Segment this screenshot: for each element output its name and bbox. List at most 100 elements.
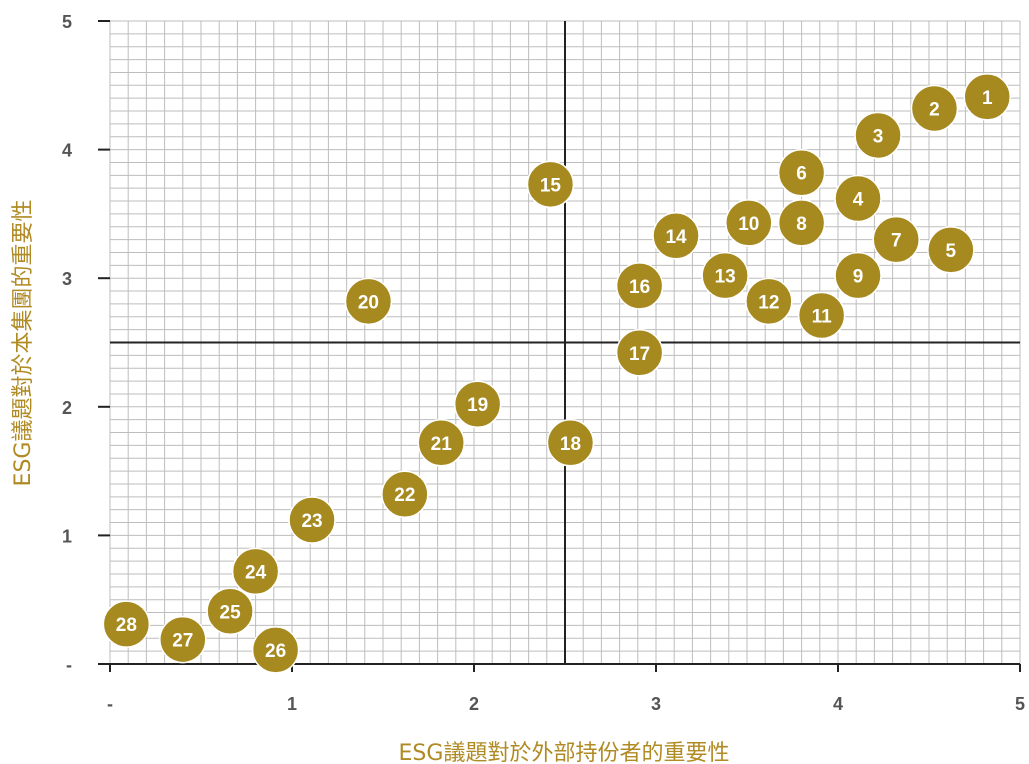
x-tick-label: 3 [651,694,661,714]
axes [98,20,1021,672]
data-point-bubble [288,496,336,544]
data-point-label: 4 [853,189,864,210]
data-point-label: 19 [467,395,488,416]
data-point: 13 [701,251,749,300]
data-point-bubble [854,111,902,160]
data-point-label: 28 [116,615,137,636]
data-point-bubble [546,419,595,467]
x-tick-label: 4 [833,694,843,714]
data-point-label: 10 [738,214,759,235]
x-tick-label: 2 [469,694,479,714]
data-point-bubble [797,291,846,340]
data-point: 5 [927,226,975,274]
x-axis-title: ESG議題對於外部持份者的重要性 [399,741,730,764]
data-point-bubble [381,470,429,518]
data-point-label: 15 [540,175,562,196]
data-point-label: 13 [715,267,736,288]
data-point-bubble [615,329,664,377]
data-point: 12 [745,277,793,326]
data-point-bubble [417,419,465,467]
data-point-label: 14 [665,227,687,248]
data-point-bubble [725,199,773,247]
x-tick-label: 1 [287,694,297,714]
data-point-bubble [777,199,826,247]
data-point-label: 2 [929,99,940,120]
data-point: 27 [159,615,207,664]
y-axis-title: ESG議題對於本集團的重要性 [11,200,36,487]
data-point: 23 [288,496,336,544]
data-point-bubble [872,215,920,264]
data-point: 3 [854,111,902,160]
data-point: 21 [417,419,465,467]
data-point-bubble [834,251,882,300]
y-tick-label: 5 [62,12,72,32]
data-point-bubble [615,262,664,310]
data-point-bubble [159,615,207,664]
data-point-bubble [777,148,826,197]
y-tick-label: 4 [62,141,72,161]
data-point-bubble [344,277,393,326]
reference-lines [110,21,1020,664]
data-point-label: 1 [982,88,993,109]
y-tick-label: 2 [62,398,72,418]
data-point-bubble [927,226,975,274]
data-point-label: 7 [891,231,902,252]
data-point-label: 24 [245,562,267,583]
data-point-label: 11 [812,306,833,327]
data-point-bubble [834,174,882,223]
data-point: 2 [910,84,959,133]
data-point: 8 [777,199,826,247]
data-point: 14 [652,212,700,260]
x-tick-labels: - 1 2 3 4 5 [107,694,1025,714]
data-point-bubble [652,212,700,260]
data-point-bubble [453,380,502,428]
data-point-label: 21 [431,434,453,455]
data-point: 17 [615,329,664,377]
data-point-label: 22 [394,485,415,506]
data-point-label: 17 [629,344,650,365]
data-point: 6 [777,148,826,197]
y-tick-label: - [66,655,72,675]
data-point: 20 [344,277,393,326]
data-point-label: 26 [265,641,286,662]
data-point: 18 [546,419,595,467]
data-point-label: 3 [873,126,884,147]
data-point-bubble [206,587,254,636]
data-point-bubble [102,600,151,648]
data-point-label: 27 [172,631,193,652]
data-point: 26 [251,626,300,674]
data-point-label: 25 [220,602,242,623]
data-point-bubble [963,73,1011,121]
data-point-label: 16 [629,277,650,298]
x-tick-label: 5 [1015,694,1025,714]
x-tick-label: - [107,694,113,714]
data-point: 7 [872,215,920,264]
data-point: 16 [615,262,664,310]
data-point-bubble [231,547,280,596]
data-point: 28 [102,600,151,648]
data-point-bubble [526,160,575,209]
data-point-label: 8 [796,214,807,235]
data-point-label: 5 [946,241,957,262]
data-point-label: 12 [758,292,779,313]
data-points: 1234567891011121314151617181920212223242… [102,73,1011,674]
data-point: 9 [834,251,882,300]
data-point-bubble [745,277,793,326]
data-point: 1 [963,73,1011,121]
data-point-label: 6 [796,164,807,185]
data-point-bubble [251,626,300,674]
data-point-label: 23 [301,511,322,532]
data-point: 24 [231,547,280,596]
data-point-label: 9 [853,267,864,288]
data-point-label: 20 [358,292,379,313]
data-point: 15 [526,160,575,209]
data-point: 25 [206,587,254,636]
y-tick-labels: - 1 2 3 4 5 [62,12,72,675]
data-point-bubble [701,251,749,300]
data-point: 11 [797,291,846,340]
data-point: 22 [381,470,429,518]
data-point-label: 18 [560,434,581,455]
data-point: 4 [834,174,882,223]
data-point: 19 [453,380,502,428]
